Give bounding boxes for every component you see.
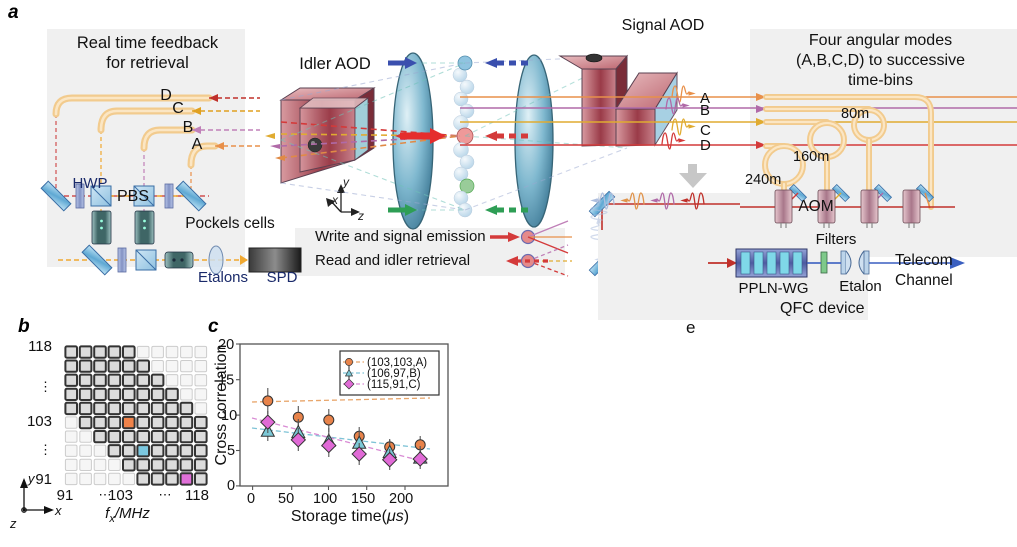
svg-text:0: 0: [247, 491, 255, 507]
svg-text:0: 0: [227, 478, 235, 494]
svg-text:(115,91,C): (115,91,C): [367, 379, 421, 391]
svg-text:150: 150: [351, 491, 375, 507]
svg-text:50: 50: [278, 491, 294, 507]
svg-text:200: 200: [389, 491, 413, 507]
svg-text:100: 100: [313, 491, 337, 507]
